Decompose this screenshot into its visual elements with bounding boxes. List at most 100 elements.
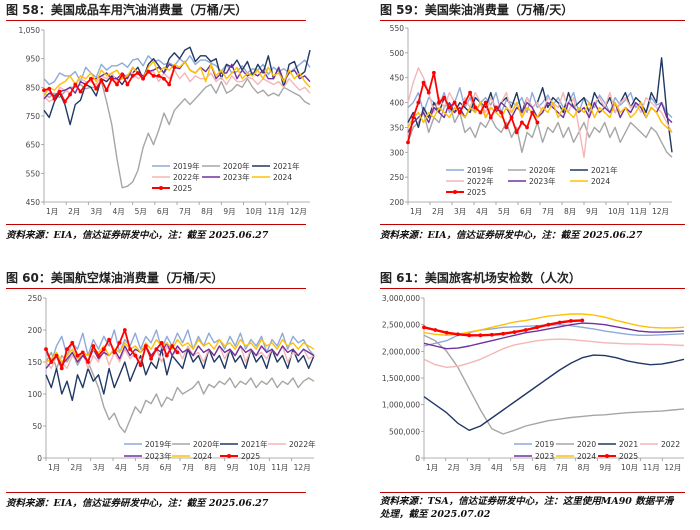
series-line [423,334,685,435]
y-tick-label: 1,500,000 [382,374,420,383]
series-marker [117,340,122,345]
chart-panel-61: 图 61：美国旅客机场安检数（人次） 0 500,000 1,000,000 1,50… [380,268,700,530]
series-line [423,338,685,368]
series-marker [411,115,416,120]
y-tick-label: 450 [390,74,405,83]
chart-title: 图 58：美国成品车用汽油消费量（万桶/天） [6,3,248,17]
series-marker [130,73,135,78]
chart-source: 资料来源：TSA，信达证券研发中心，注：这里使用MA90 数据平滑处理，截至 2… [380,496,674,520]
chart-source: 资料来源：EIA，信达证券研发中心，注：截至 2025.06.27 [6,498,269,509]
x-tick-label: 2月 [448,463,460,472]
y-tick-label: 450 [26,198,41,207]
y-tick-label: 50 [32,422,42,431]
legend-label: 2023 [535,452,554,461]
x-tick-label: 10月 [249,463,266,472]
x-tick-label: 9月 [586,207,598,216]
legend-label: 2022 [661,440,680,449]
chart-source: 资料来源：EIA，信达证券研发中心，注：截至 2025.06.27 [380,230,643,241]
series-marker [467,333,472,338]
series-marker [70,340,75,345]
series-marker [512,330,517,335]
y-tick-label: 250 [390,173,405,182]
series-line [45,348,315,402]
series-line [43,60,311,97]
series-marker [115,82,119,87]
series-line [407,101,673,133]
series-marker [452,100,457,105]
x-tick-label: 3月 [469,463,481,472]
x-tick-label: 2月 [68,207,80,216]
series-line [407,101,673,158]
series-marker [468,90,473,95]
series-marker [170,344,175,348]
series-line [407,101,673,133]
series-line [423,322,685,350]
series-marker [501,331,506,336]
x-tick-label: 10月 [608,207,625,216]
x-tick-label: 9月 [227,463,239,472]
x-tick-label: 12月 [290,207,307,216]
series-marker [75,353,80,358]
series-marker [162,76,166,81]
series-marker [483,100,488,105]
x-tick-label: 2月 [432,207,444,216]
series-marker [530,110,535,115]
x-tick-label: 1月 [410,207,422,216]
series-marker [457,110,462,115]
series-marker [107,337,111,342]
x-tick-label: 6月 [157,207,169,216]
series-marker [89,76,93,81]
legend-label: 2025 [619,452,638,461]
series-marker [73,82,78,87]
x-tick-label: 9月 [599,463,611,472]
legend-label: 2019 [535,440,554,449]
x-tick-label: 3月 [454,207,466,216]
series-marker [49,360,54,364]
chart-svg: 450 550 650 750 850 950 1,050 1月 2月 3月 4月 5月 6月 7月 8月 9… [19,26,311,216]
x-tick-label: 5月 [513,463,525,472]
series-marker [99,78,104,83]
series-marker [109,76,114,81]
y-tick-label: 500,000 [389,427,420,436]
series-line [45,351,315,434]
series-marker [569,319,573,323]
y-tick-label: 250 [28,294,43,303]
y-tick-label: 2,000,000 [382,347,420,356]
y-tick-label: 150 [28,358,43,367]
series-marker [456,332,460,337]
series-marker [101,347,106,352]
x-tick-label: 1月 [426,463,438,472]
x-tick-label: 4月 [476,207,488,216]
series-marker [143,344,148,348]
series-marker [444,330,449,335]
series-marker [463,100,467,105]
series-line [43,78,311,189]
series-marker [54,353,59,358]
series-marker [416,100,421,105]
legend-label: 2024 [591,177,610,186]
x-tick-label: 6月 [534,463,546,472]
series-marker [80,350,85,355]
legend-label: 2025 [467,188,486,197]
series-marker [478,333,483,338]
series-marker [546,322,551,327]
title-rule [380,20,685,21]
series-marker [442,95,447,100]
series-marker [128,347,132,352]
x-tick-label: 12月 [664,463,681,472]
x-tick-label: 8月 [204,463,216,472]
x-tick-label: 6月 [160,463,172,472]
legend-label: 2020年 [193,439,220,449]
chart-title: 图 60：美国航空煤油消费量（万桶/天） [6,271,224,285]
chart-panel-60: 图 60：美国航空煤油消费量（万桶/天） 0 50 100 150 200 250 1月 2月… [6,268,346,530]
legend-marker [453,190,457,194]
x-tick-label: 7月 [542,207,554,216]
series-line [43,55,311,86]
legend-label: 2020 [577,440,596,449]
chart-panel-59: 图 59：美国柴油消费量（万桶/天） 200 250 300 350 400 450 500… [380,0,700,260]
series-marker [65,347,69,352]
series-line [423,313,685,336]
series-marker [421,80,426,85]
series-marker [172,65,177,70]
x-tick-label: 12月 [652,207,669,216]
